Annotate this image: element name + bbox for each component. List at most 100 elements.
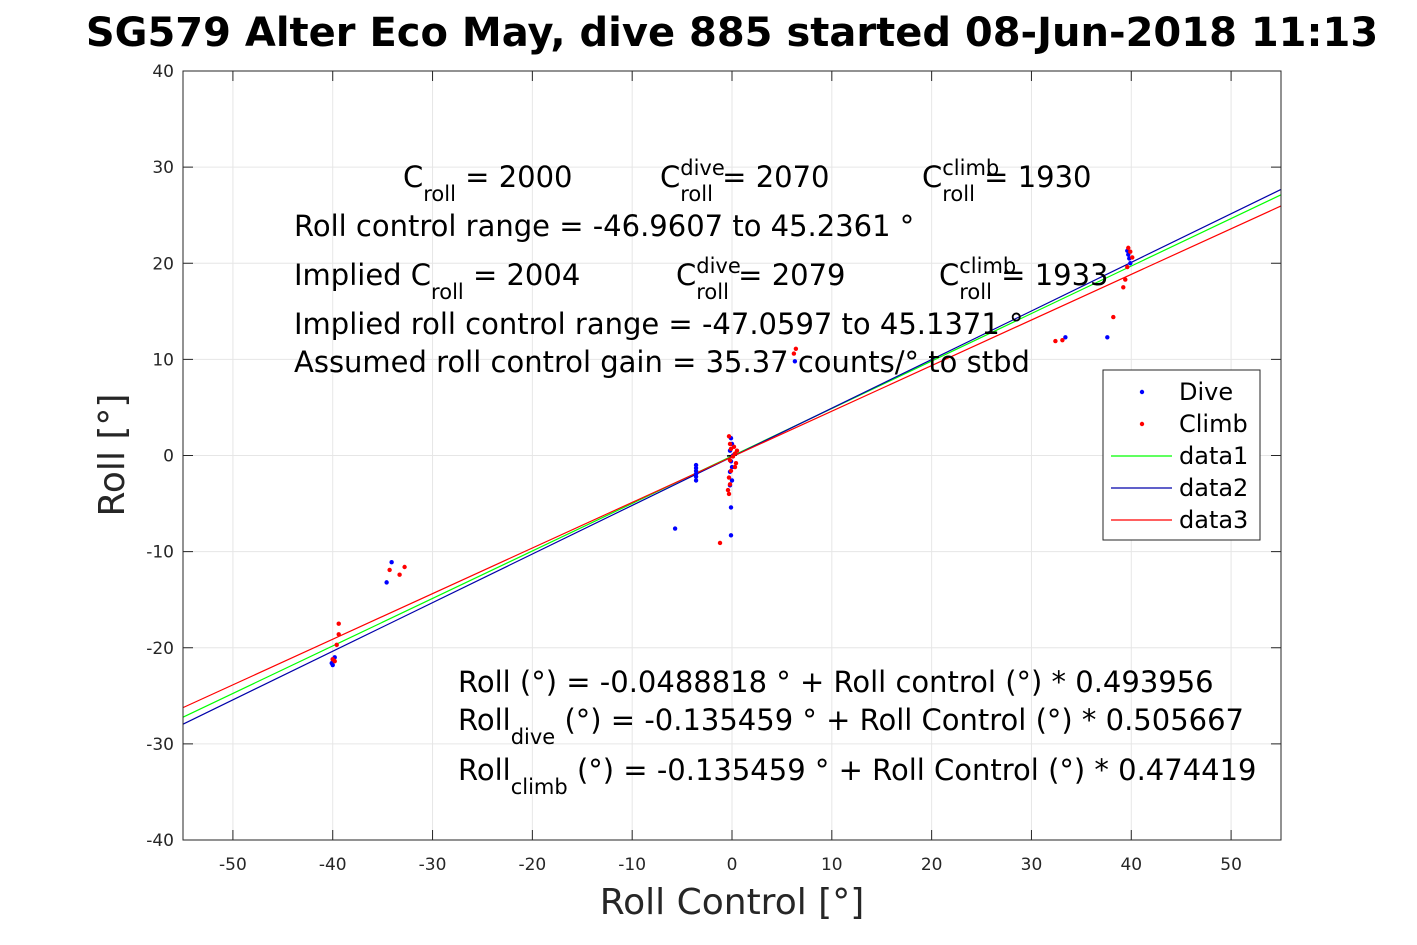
annot-subscript: roll (942, 182, 975, 206)
annot-base: C (922, 160, 942, 194)
dive-point (1105, 335, 1110, 340)
legend: Dive Climb data1 data2 data3 (1102, 369, 1261, 541)
dive-point (330, 662, 335, 668)
x-tick-label: 20 (921, 855, 943, 875)
dive-point (1128, 261, 1133, 266)
climb-point (726, 434, 732, 439)
dive-point (728, 533, 734, 538)
annot-base: C (403, 160, 423, 194)
y-tick-label: 30 (152, 158, 174, 178)
legend-marker-climb (1139, 421, 1145, 427)
y-tick-label: -30 (146, 735, 174, 755)
climb-point (387, 567, 392, 573)
fit-equation-dive: Rolldive (°) = -0.135459 ° + Roll Contro… (458, 703, 1244, 749)
annot-base: C (676, 258, 696, 292)
y-tick-label: 0 (163, 447, 174, 467)
axis-ticks: -50 -40 -30 -20 -10 0 10 20 30 40 50 -40 -30 -20 -10 0 1… (146, 62, 1281, 875)
x-tick-label: 50 (1220, 855, 1242, 875)
annot-superscript: climb (959, 254, 1016, 278)
x-tick-label: -30 (419, 855, 447, 875)
annot-subscript: roll (696, 280, 729, 304)
annot-base: Implied C (294, 258, 431, 292)
dive-point (693, 474, 699, 479)
climb-point (728, 468, 734, 474)
x-tick-label: -10 (618, 855, 646, 875)
climb-point (397, 572, 402, 577)
y-tick-label: 10 (152, 350, 174, 370)
climb-point (402, 564, 407, 570)
y-tick-label: -10 (146, 543, 174, 563)
x-tick-label: 30 (1021, 855, 1043, 875)
implied-constants-text: Implied Croll = 2004 Cdive roll = 2079 Ccli… (294, 254, 1109, 304)
annot-value: = 2000 (456, 160, 573, 194)
x-tick-label: -20 (518, 855, 546, 875)
annot-value: = 1933 (992, 258, 1109, 292)
annot-subscript: roll (680, 182, 713, 206)
climb-point (1126, 245, 1131, 251)
annot-value: = 2070 (713, 160, 830, 194)
dive-point (1063, 335, 1068, 340)
fit-annotations: Roll (°) = -0.0488818 ° + Roll control (… (458, 665, 1257, 799)
climb-point (1125, 264, 1130, 270)
top-annotations: Croll = 2000 Cdive roll = 2070 Cclimb roll =… (294, 156, 1109, 379)
annot-value: = 1930 (975, 160, 1092, 194)
annot-value: = 2079 (729, 258, 846, 292)
dive-point (792, 359, 798, 364)
calibration-constants-text: Croll = 2000 Cdive roll = 2070 Cclimb roll =… (403, 156, 1092, 206)
y-tick-label: 40 (152, 62, 174, 82)
dive-point (389, 559, 394, 565)
climb-point (791, 351, 797, 356)
climb-point (332, 659, 337, 664)
climb-point (1130, 255, 1135, 260)
climb-point (730, 454, 736, 459)
legend-label-data3: data3 (1179, 506, 1248, 534)
annot-superscript: dive (680, 156, 725, 180)
annot-subscript: roll (431, 280, 464, 304)
x-tick-label: 40 (1120, 855, 1142, 875)
annot-subscript: roll (959, 280, 992, 304)
climb-point (1128, 249, 1133, 254)
legend-label-data2: data2 (1179, 474, 1248, 502)
climb-point (334, 642, 339, 648)
y-tick-label: 20 (152, 254, 174, 274)
legend-box (1102, 369, 1261, 541)
climb-point (732, 464, 738, 470)
legend-label-climb: Climb (1179, 410, 1248, 438)
climb-point (1053, 338, 1058, 344)
climb-point (336, 621, 341, 626)
x-tick-label: -50 (219, 855, 247, 875)
climb-point (726, 491, 732, 497)
annot-base: C (939, 258, 959, 292)
annot-superscript: climb (942, 156, 999, 180)
annot-base: C (660, 160, 680, 194)
fit-equation-all: Roll (°) = -0.0488818 ° + Roll control (… (458, 665, 1214, 699)
climb-point (733, 460, 739, 466)
climb-point (1121, 285, 1126, 290)
y-tick-label: -20 (146, 639, 174, 659)
legend-label-data1: data1 (1179, 442, 1248, 470)
climb-point (727, 482, 733, 487)
plot-data (182, 188, 1282, 725)
dive-point (693, 478, 699, 483)
climb-point (727, 458, 733, 463)
x-tick-label: 10 (821, 855, 843, 875)
dive-point (729, 478, 735, 483)
implied-range-text: Implied roll control range = -47.0597 to… (294, 307, 1024, 341)
climb-point (336, 632, 341, 637)
annot-value: = 2004 (464, 258, 581, 292)
climb-point (727, 441, 733, 447)
roll-control-range-text: Roll control range = -46.9607 to 45.2361… (294, 209, 914, 243)
x-axis-label: Roll Control [°] (600, 882, 865, 923)
y-tick-label: -40 (146, 831, 174, 851)
fit-climb-rest: (°) = -0.135459 ° + Roll Control (°) * 0… (568, 753, 1257, 787)
climb-point (1111, 314, 1116, 320)
climb-point (725, 487, 731, 493)
fit-dive-base: Roll (458, 703, 511, 737)
dive-point (384, 580, 389, 585)
dive-point (672, 526, 678, 531)
y-axis-label: Roll [°] (92, 394, 133, 517)
fit-equation-climb: Rollclimb (°) = -0.135459 ° + Roll Contr… (458, 753, 1257, 799)
x-tick-label: 0 (727, 855, 738, 875)
fit-dive-sub: dive (511, 725, 556, 749)
